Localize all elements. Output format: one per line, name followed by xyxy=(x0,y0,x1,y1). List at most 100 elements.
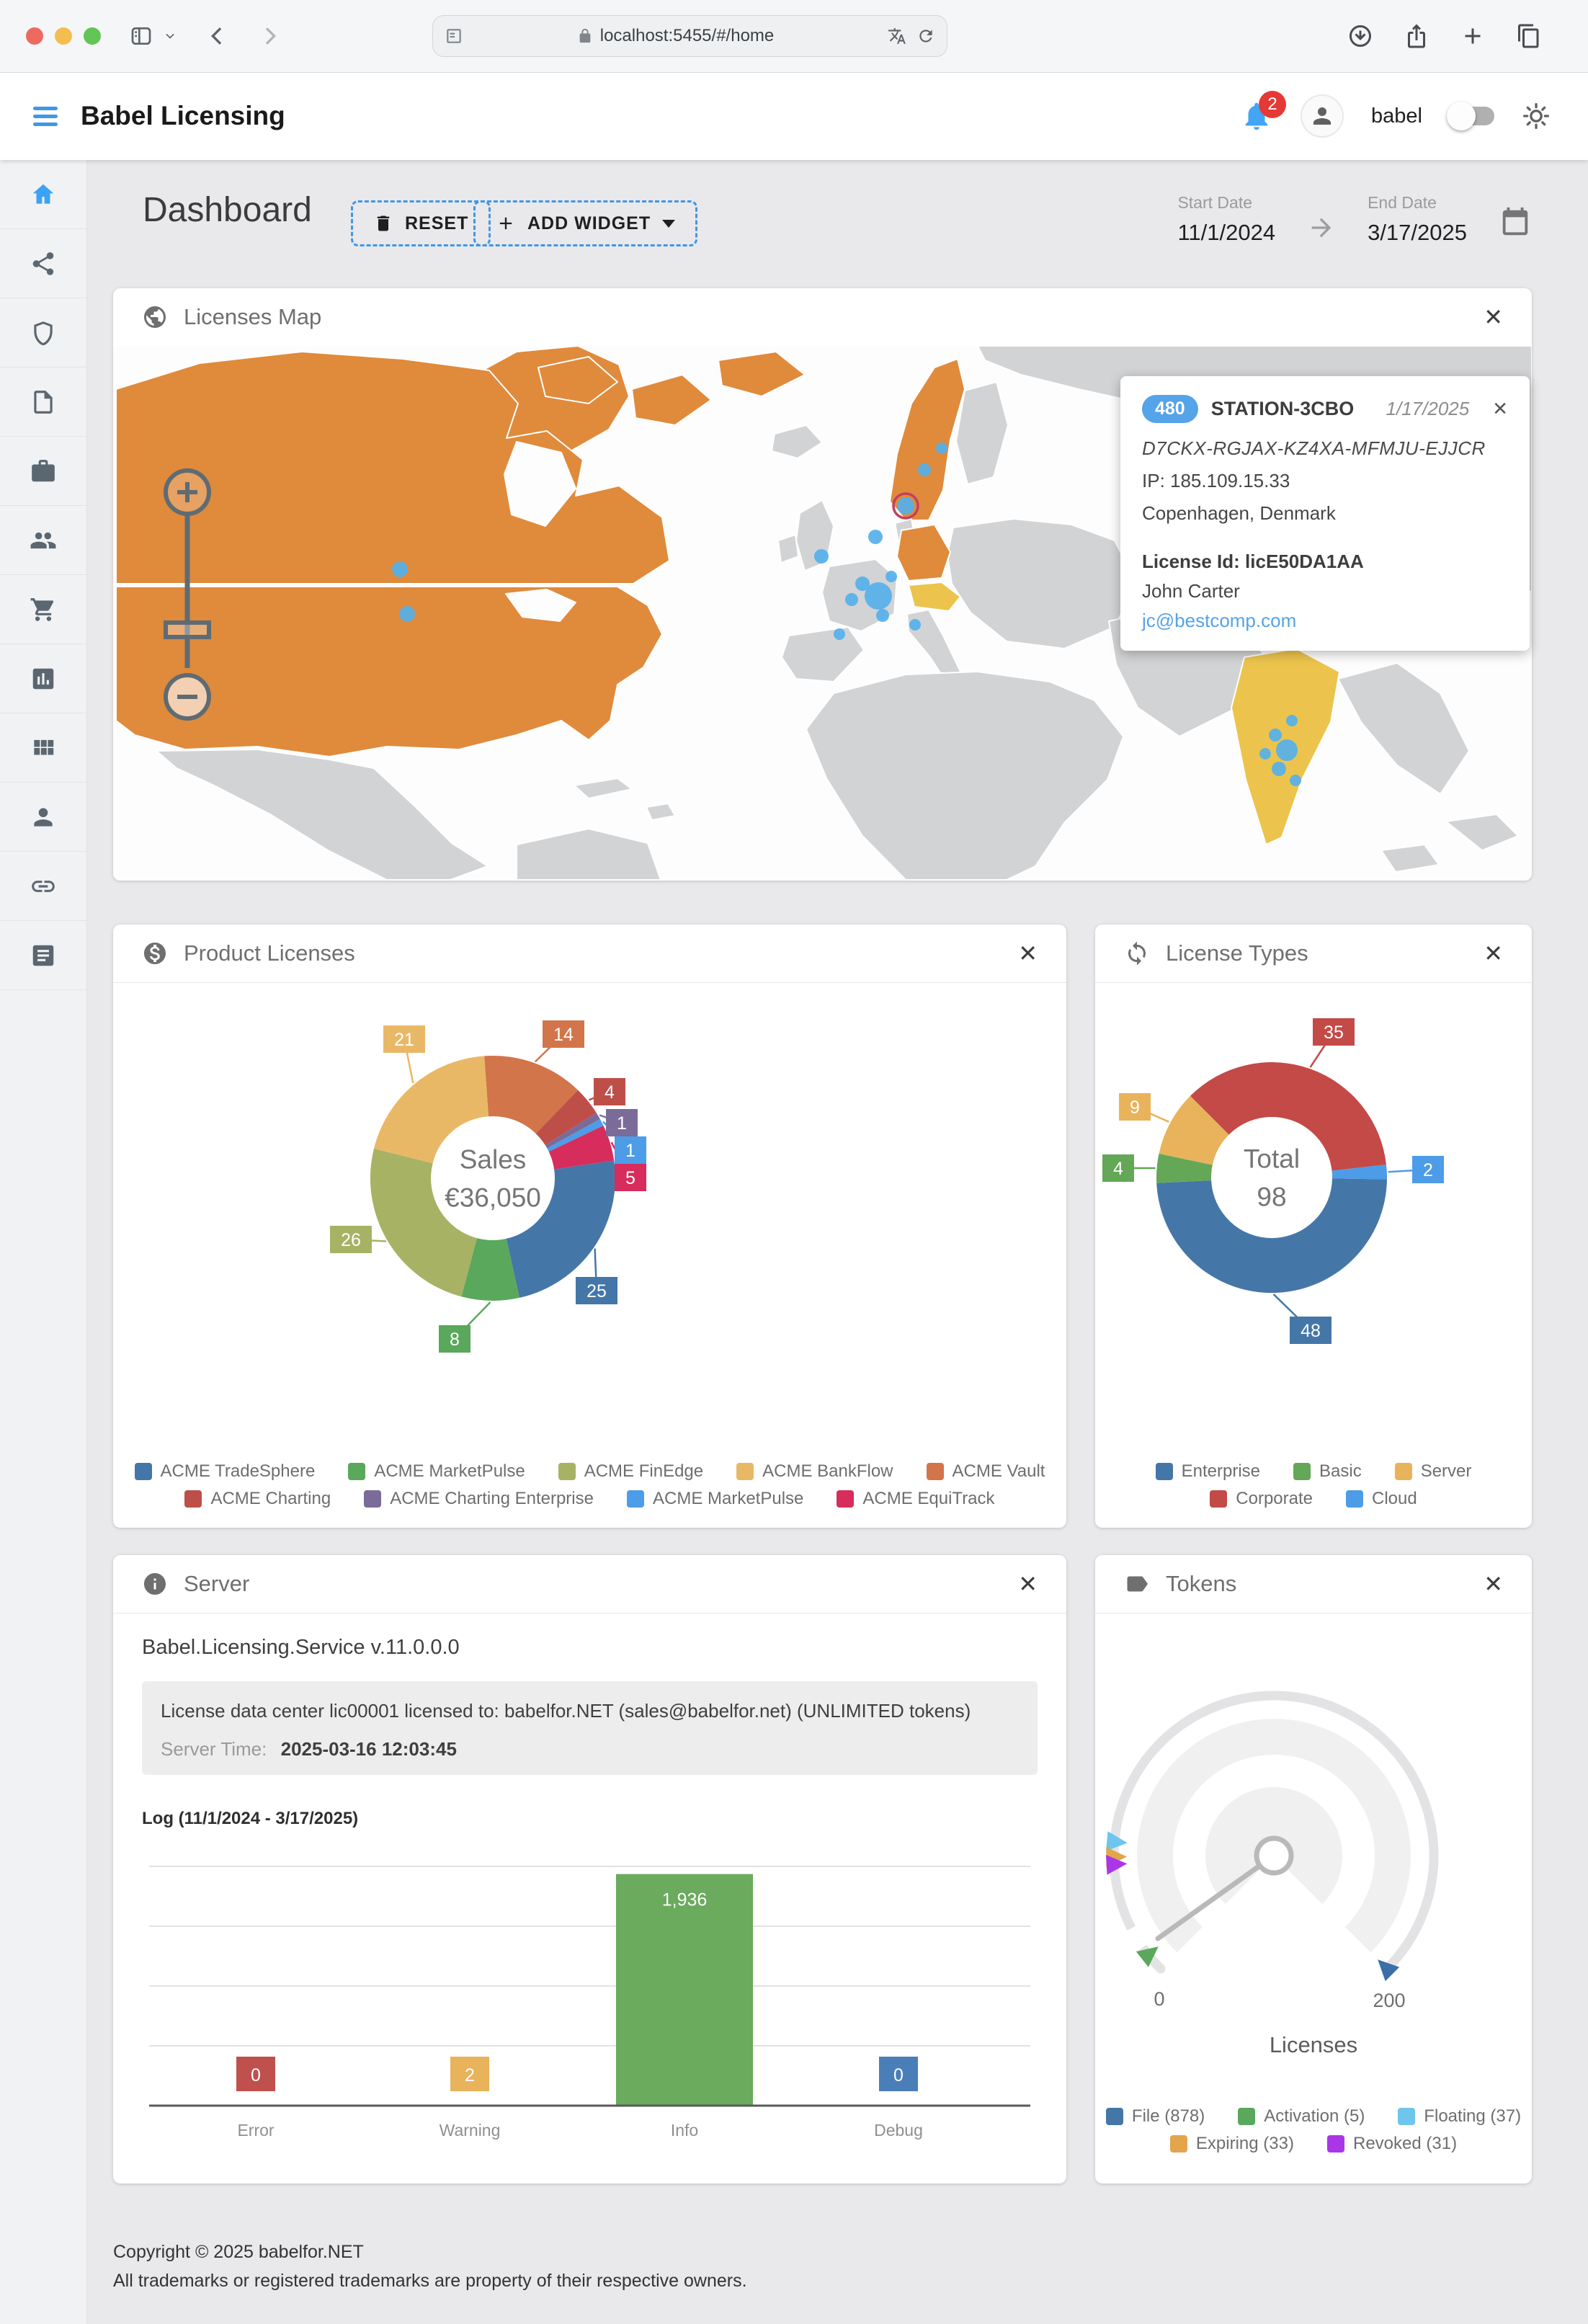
notifications-button[interactable]: 2 xyxy=(1240,91,1287,133)
map-marker[interactable] xyxy=(392,561,408,577)
gauge-marker-floating[interactable] xyxy=(1106,1831,1128,1851)
donut-segment-enterprise[interactable] xyxy=(1156,1178,1387,1294)
country-south-america[interactable] xyxy=(516,828,661,881)
island[interactable] xyxy=(1380,844,1440,873)
bar-info[interactable] xyxy=(616,1874,753,2106)
gauge-marker-activation[interactable] xyxy=(1136,1946,1159,1967)
brightness-icon[interactable] xyxy=(1522,102,1551,130)
address-bar[interactable]: localhost:5455/#/home xyxy=(432,15,947,57)
legend-item-acme-bankflow[interactable]: ACME BankFlow xyxy=(736,1461,893,1482)
calendar-icon[interactable] xyxy=(1499,206,1532,239)
legend-item-cloud[interactable]: Cloud xyxy=(1346,1489,1417,1509)
reset-button[interactable]: RESET xyxy=(351,200,491,246)
map-marker[interactable] xyxy=(865,582,892,610)
donut-segment-acme-tradesphere[interactable] xyxy=(506,1160,615,1298)
country-usa[interactable] xyxy=(115,586,663,757)
legend-item-acme-charting-enterprise[interactable]: ACME Charting Enterprise xyxy=(364,1489,594,1509)
map-marker[interactable] xyxy=(1286,715,1298,726)
tabs-overview-icon[interactable] xyxy=(1516,23,1542,49)
legend-item-enterprise[interactable]: Enterprise xyxy=(1155,1461,1260,1482)
donut-segment-acme-charting[interactable] xyxy=(535,1090,597,1146)
end-date-field[interactable]: End Date 3/17/2025 xyxy=(1368,193,1467,246)
legend-item-server[interactable]: Server xyxy=(1394,1461,1471,1482)
country-canada[interactable] xyxy=(115,351,670,584)
bar-error[interactable] xyxy=(236,2057,275,2091)
close-widget-button[interactable]: ✕ xyxy=(1018,940,1038,966)
legend-item-corporate[interactable]: Corporate xyxy=(1210,1489,1313,1509)
tooltip-email-link[interactable]: jc@bestcomp.com xyxy=(1142,610,1297,631)
country-iceland[interactable] xyxy=(771,424,823,459)
theme-toggle[interactable] xyxy=(1447,102,1494,130)
legend-item-acme-tradesphere[interactable]: ACME TradeSphere xyxy=(134,1461,315,1482)
window-close-button[interactable] xyxy=(26,27,43,45)
gauge-marker-file[interactable] xyxy=(1378,1959,1400,1982)
sidebar-item-document[interactable] xyxy=(0,368,86,437)
map-marker[interactable] xyxy=(876,609,889,622)
map-marker[interactable] xyxy=(1290,775,1301,786)
arctic-island[interactable] xyxy=(537,356,618,404)
legend-item-acme-marketpulse[interactable]: ACME MarketPulse xyxy=(348,1461,525,1482)
sidebar-item-link[interactable] xyxy=(0,852,86,921)
legend-item-acme-equitrack[interactable]: ACME EquiTrack xyxy=(837,1489,995,1509)
legend-item-activation-5-[interactable]: Activation (5) xyxy=(1238,2106,1365,2127)
reader-view-icon[interactable] xyxy=(445,27,463,45)
donut-segment-acme-marketpulse[interactable] xyxy=(461,1238,519,1301)
legend-item-basic[interactable]: Basic xyxy=(1293,1461,1362,1482)
menu-button[interactable] xyxy=(33,106,58,126)
donut-segment-acme-finedge[interactable] xyxy=(370,1148,477,1297)
legend-item-acme-charting[interactable]: ACME Charting xyxy=(184,1489,331,1509)
map-marker[interactable] xyxy=(1276,739,1298,761)
sidebar-item-people[interactable] xyxy=(0,506,86,575)
legend-item-acme-finedge[interactable]: ACME FinEdge xyxy=(558,1461,703,1482)
arctic-island[interactable] xyxy=(718,351,806,397)
window-minimize-button[interactable] xyxy=(55,27,72,45)
share-icon[interactable] xyxy=(1404,23,1429,49)
map-marker[interactable] xyxy=(855,576,870,591)
map-marker[interactable] xyxy=(814,549,829,564)
country-ireland[interactable] xyxy=(777,534,799,564)
tooltip-close-icon[interactable]: ✕ xyxy=(1492,398,1508,419)
region-africa[interactable] xyxy=(806,671,1124,881)
sidebar-item-person[interactable] xyxy=(0,783,86,852)
sidebar-item-share[interactable] xyxy=(0,229,86,298)
country-scandinavia[interactable] xyxy=(889,358,965,521)
sidebar-item-shield[interactable] xyxy=(0,298,86,368)
donut-segment-acme-bankflow[interactable] xyxy=(374,1056,489,1164)
map-marker[interactable] xyxy=(886,571,897,582)
donut-segment-acme-marketpulse[interactable] xyxy=(547,1119,604,1152)
country-iberia[interactable] xyxy=(781,626,865,682)
back-icon[interactable] xyxy=(206,25,229,48)
donut-segment-basic[interactable] xyxy=(1156,1153,1213,1183)
gauge-marker-revoked[interactable] xyxy=(1106,1855,1128,1875)
legend-item-acme-vault[interactable]: ACME Vault xyxy=(926,1461,1045,1482)
sidebar-item-cart[interactable] xyxy=(0,575,86,644)
legend-item-revoked-31-[interactable]: Revoked (31) xyxy=(1326,2134,1457,2154)
region-alps[interactable] xyxy=(908,582,961,612)
donut-segment-server[interactable] xyxy=(1159,1095,1229,1165)
map-marker[interactable] xyxy=(897,497,914,515)
close-widget-button[interactable]: ✕ xyxy=(1484,940,1503,966)
map-marker[interactable] xyxy=(868,530,883,544)
close-widget-button[interactable]: ✕ xyxy=(1484,1571,1503,1597)
donut-segment-acme-charting-enterprise[interactable] xyxy=(545,1113,600,1149)
map-marker[interactable] xyxy=(936,442,947,454)
map-marker[interactable] xyxy=(918,463,931,476)
chevron-down-icon[interactable] xyxy=(163,25,177,48)
region-east-europe[interactable] xyxy=(947,518,1137,649)
sidebar-item-chart[interactable] xyxy=(0,644,86,713)
close-widget-button[interactable]: ✕ xyxy=(1018,1571,1038,1597)
downloads-icon[interactable] xyxy=(1347,23,1373,49)
legend-item-expiring-33-[interactable]: Expiring (33) xyxy=(1169,2134,1294,2154)
avatar[interactable] xyxy=(1301,94,1344,138)
country-mexico[interactable] xyxy=(156,749,489,881)
donut-segment-corporate[interactable] xyxy=(1190,1062,1386,1171)
sidebar-item-home[interactable] xyxy=(0,160,86,229)
country-germany[interactable] xyxy=(896,524,951,582)
add-widget-button[interactable]: ADD WIDGET xyxy=(473,200,698,246)
close-widget-button[interactable]: ✕ xyxy=(1484,304,1503,330)
donut-segment-cloud[interactable] xyxy=(1331,1165,1388,1180)
island[interactable] xyxy=(1445,814,1519,851)
island-cuba[interactable] xyxy=(574,778,633,799)
sidebar-item-list[interactable] xyxy=(0,921,86,990)
sidebar-panel-icon[interactable] xyxy=(130,25,153,48)
